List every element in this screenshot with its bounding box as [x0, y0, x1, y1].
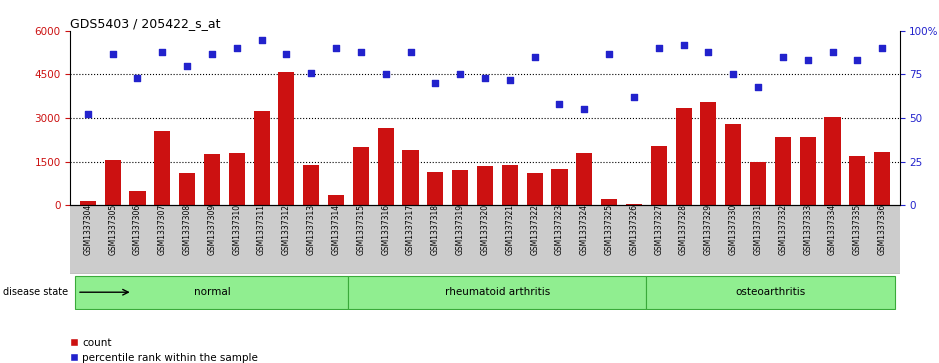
Point: [825, 49, 840, 55]
Point: [329, 45, 344, 51]
Text: osteoarthritis: osteoarthritis: [735, 287, 806, 297]
Bar: [601, 199, 617, 205]
Bar: [551, 169, 567, 205]
Point: [800, 58, 815, 64]
Bar: [750, 162, 766, 205]
Point: [179, 63, 194, 69]
Bar: [775, 137, 791, 205]
Point: [303, 70, 318, 76]
Bar: [800, 137, 816, 205]
Bar: [154, 131, 170, 205]
Point: [205, 50, 220, 56]
Bar: [303, 165, 319, 205]
Point: [850, 58, 865, 64]
Bar: [377, 128, 393, 205]
Point: [378, 72, 393, 77]
Point: [874, 45, 889, 51]
Point: [279, 50, 294, 56]
Point: [527, 54, 542, 60]
Bar: [348, 276, 646, 309]
Bar: [874, 152, 890, 205]
Point: [726, 72, 741, 77]
Bar: [675, 108, 692, 205]
Point: [502, 77, 517, 82]
Point: [254, 37, 269, 42]
Bar: [700, 102, 716, 205]
Point: [776, 54, 791, 60]
Bar: [646, 276, 895, 309]
Bar: [130, 191, 146, 205]
Bar: [204, 154, 220, 205]
Bar: [427, 172, 443, 205]
Text: rheumatoid arthritis: rheumatoid arthritis: [445, 287, 550, 297]
Bar: [725, 125, 741, 205]
Point: [155, 49, 170, 55]
Legend: count, percentile rank within the sample: count, percentile rank within the sample: [70, 338, 258, 363]
Point: [453, 72, 468, 77]
Point: [130, 75, 145, 81]
Bar: [577, 154, 593, 205]
Bar: [104, 159, 121, 205]
Bar: [452, 170, 469, 205]
Point: [602, 50, 617, 56]
Bar: [278, 72, 295, 205]
Bar: [849, 156, 866, 205]
Bar: [527, 173, 543, 205]
Point: [229, 45, 244, 51]
Bar: [254, 111, 269, 205]
Point: [577, 106, 592, 112]
Bar: [75, 276, 348, 309]
Text: normal: normal: [193, 287, 230, 297]
Point: [700, 49, 716, 55]
Text: GDS5403 / 205422_s_at: GDS5403 / 205422_s_at: [70, 17, 221, 30]
Bar: [403, 150, 419, 205]
Point: [676, 42, 691, 48]
Point: [353, 49, 368, 55]
Point: [652, 45, 667, 51]
Bar: [179, 173, 195, 205]
Bar: [80, 201, 96, 205]
Point: [428, 80, 443, 86]
Text: disease state: disease state: [3, 287, 68, 297]
Bar: [229, 153, 245, 205]
Point: [403, 49, 418, 55]
Bar: [477, 166, 493, 205]
Bar: [501, 165, 518, 205]
Point: [552, 101, 567, 107]
Bar: [651, 146, 667, 205]
Point: [626, 94, 641, 100]
Point: [105, 50, 120, 56]
Point: [750, 84, 765, 90]
Point: [478, 75, 493, 81]
Bar: [328, 195, 344, 205]
Point: [81, 111, 96, 117]
Bar: [824, 117, 840, 205]
Bar: [626, 204, 642, 205]
Bar: [353, 147, 369, 205]
